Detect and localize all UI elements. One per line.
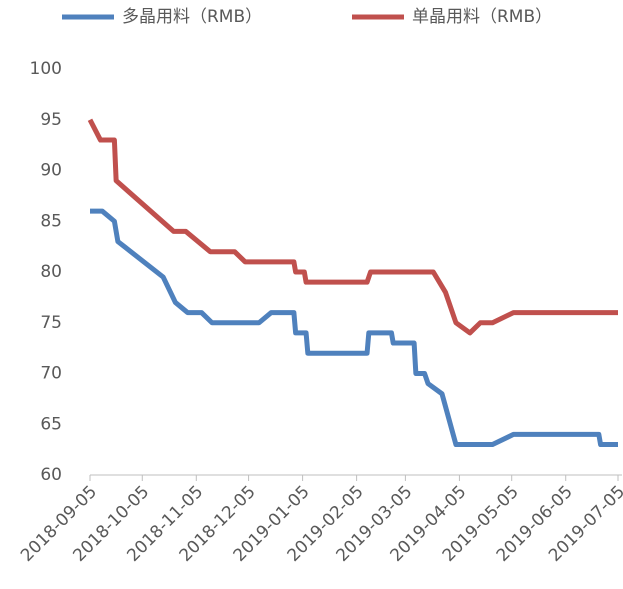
y-tick-label: 100	[30, 59, 62, 79]
line	[90, 208, 618, 448]
y-tick-label: 85	[40, 211, 62, 231]
y-tick-label: 90	[40, 161, 62, 181]
y-tick-label: 80	[40, 262, 62, 282]
y-tick-label: 65	[40, 414, 62, 434]
y-tick-label: 95	[40, 110, 62, 130]
line	[87, 118, 618, 336]
y-tick-label: 60	[40, 465, 62, 485]
y-tick-label: 75	[40, 313, 62, 333]
y-tick-label: 70	[40, 364, 62, 384]
legend-label: 单晶用料（RMB）	[412, 7, 552, 27]
legend-label: 多晶用料（RMB）	[122, 7, 262, 27]
